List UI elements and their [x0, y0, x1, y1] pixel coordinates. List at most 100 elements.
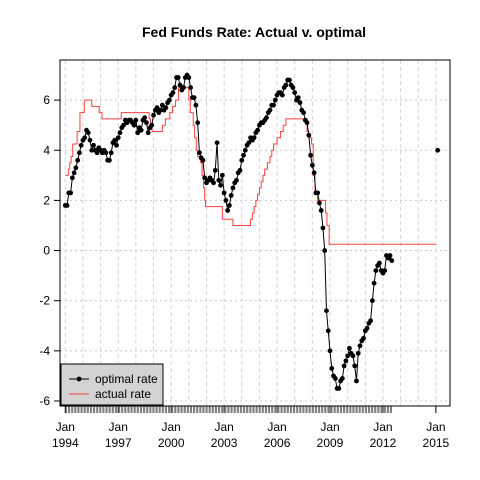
optimal-rate-point [287, 77, 292, 83]
optimal-rate-point [145, 130, 151, 136]
optimal-rate-point [341, 363, 347, 369]
optimal-rate-point [117, 130, 123, 136]
optimal-rate-point [186, 75, 192, 80]
axes: -6 -4 -2 0 2 4 6 Jan 1994 Jan 1997 Jan 2000 Jan 2003 Ja… [39, 93, 449, 450]
x-tick-label-month: Jan [161, 420, 180, 434]
optimal-rate-point [228, 192, 234, 198]
optimal-rate-point [355, 350, 361, 356]
optimal-rate-point [149, 122, 155, 128]
x-tick-label-month: Jan [320, 420, 339, 434]
optimal-rate-point [246, 140, 252, 146]
optimal-rate-point [387, 253, 393, 258]
optimal-rate-point [177, 82, 183, 88]
optimal-rate-point [225, 208, 231, 213]
x-tick-label-year: 2006 [264, 436, 291, 450]
optimal-rate-point [329, 365, 335, 371]
optimal-rate-point [159, 102, 165, 108]
optimal-rate-point [188, 85, 193, 90]
optimal-rate-point [158, 107, 163, 113]
x-tick-label-month: Jan [267, 420, 286, 434]
optimal-rate-point [191, 95, 197, 101]
optimal-rate-point [69, 175, 75, 181]
optimal-rate-point [85, 130, 91, 136]
optimal-rate-point [87, 137, 93, 143]
optimal-rate-point [317, 200, 322, 206]
optimal-rate-point [304, 120, 310, 126]
legend-optimal-point-key [76, 376, 82, 382]
optimal-rate-point [435, 147, 441, 153]
optimal-rate-point [234, 177, 239, 183]
x-tick-label-year: 1994 [52, 436, 79, 450]
optimal-rate-point [336, 386, 342, 391]
optimal-rate-point [382, 268, 388, 274]
optimal-rate-point [377, 260, 382, 266]
optimal-rate-point [172, 85, 178, 90]
optimal-rate-point [345, 353, 351, 359]
optimal-rate-point [364, 325, 370, 331]
optimal-rate-point [218, 182, 223, 188]
optimal-rate-point [91, 142, 96, 148]
legend-box [60, 363, 164, 406]
optimal-rate-point [142, 115, 148, 121]
optimal-rate-point [325, 328, 331, 334]
optimal-rate-point [131, 122, 137, 128]
optimal-rate-point [239, 157, 245, 163]
optimal-rate-point [361, 335, 366, 341]
optimal-rate-point [200, 157, 206, 163]
series-actual-rate-line [65, 87, 436, 245]
x-tick-label-month: Jan [373, 420, 392, 434]
optimal-rate-point [237, 167, 243, 173]
x-tick-label-year: 2003 [211, 436, 238, 450]
grid [60, 60, 450, 406]
optimal-rate-point [211, 180, 216, 186]
series-layer [62, 72, 441, 391]
optimal-rate-point [216, 177, 222, 183]
optimal-rate-point [94, 150, 100, 156]
optimal-rate-point [167, 97, 172, 103]
x-tick-label-month: Jan [214, 420, 233, 434]
optimal-rate-point [103, 150, 109, 156]
optimal-rate-point [371, 280, 377, 286]
optimal-rate-point [242, 147, 248, 153]
optimal-rate-point [320, 225, 326, 231]
optimal-rate-point [221, 190, 227, 196]
optimal-rate-point [151, 112, 156, 118]
x-tick-label-month: Jan [109, 420, 128, 434]
optimal-rate-point [368, 318, 373, 324]
y-tick-label: -6 [39, 394, 50, 408]
optimal-rate-point [255, 127, 261, 133]
optimal-rate-point [202, 175, 208, 181]
optimal-rate-point [292, 90, 298, 95]
optimal-rate-point [77, 150, 82, 156]
optimal-rate-point [322, 248, 328, 253]
optimal-rate-point [175, 75, 181, 80]
optimal-rate-point [107, 157, 112, 163]
optimal-rate-point [223, 198, 229, 203]
optimal-rate-point [133, 117, 139, 123]
optimal-rate-point [295, 95, 301, 101]
optimal-rate-point [108, 150, 114, 156]
optimal-rate-point [193, 102, 199, 108]
optimal-rate-point [121, 122, 126, 128]
optimal-rate-point [332, 376, 338, 381]
optimal-rate-point [73, 165, 79, 171]
x-tick-label-year: 2009 [317, 436, 344, 450]
optimal-rate-point [343, 358, 349, 364]
optimal-rate-point [315, 190, 321, 196]
optimal-rate-point [297, 100, 303, 106]
optimal-rate-point [71, 170, 77, 176]
optimal-rate-point [327, 348, 333, 354]
y-tick-label: -4 [39, 344, 50, 358]
optimal-rate-point [138, 127, 144, 133]
optimal-rate-point [195, 120, 201, 126]
optimal-rate-point [230, 185, 236, 191]
x-tick-label-year: 2012 [370, 436, 397, 450]
optimal-rate-point [82, 135, 88, 141]
optimal-rate-point [89, 147, 95, 153]
optimal-rate-point [369, 298, 375, 304]
optimal-rate-point [271, 102, 276, 108]
optimal-rate-point [347, 345, 352, 351]
series-optimal-rate-line [65, 74, 393, 389]
